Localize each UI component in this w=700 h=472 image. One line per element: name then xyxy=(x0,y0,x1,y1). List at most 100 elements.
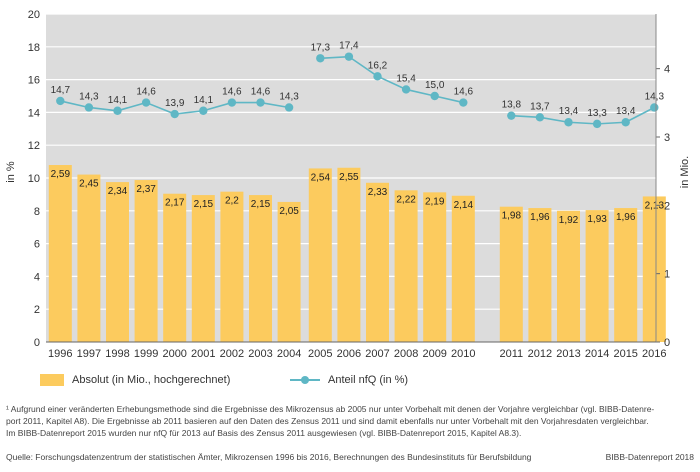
line-value-label: 14,6 xyxy=(136,87,156,98)
bar xyxy=(277,201,301,342)
x-tick-label: 2003 xyxy=(248,348,272,360)
legend-bar-swatch xyxy=(40,374,64,386)
line-segment xyxy=(511,106,655,125)
x-tick-label: 1998 xyxy=(105,348,129,360)
line-point xyxy=(621,118,630,127)
x-tick-label: 2004 xyxy=(277,348,301,360)
bar xyxy=(423,192,447,342)
bar-value-label: 2,55 xyxy=(339,172,359,183)
x-tick-label: 2013 xyxy=(556,348,580,360)
x-tick-label: 2015 xyxy=(613,348,637,360)
x-tick-label: 2016 xyxy=(642,348,666,360)
footnote-line-3: Im BIBB-Datenreport 2015 wurden nur nfQ … xyxy=(6,428,522,438)
line-value-label: 13,8 xyxy=(502,100,522,111)
bar xyxy=(499,206,523,342)
x-tick-label: 2011 xyxy=(499,348,523,360)
bar-value-label: 1,92 xyxy=(559,215,579,226)
bar xyxy=(220,191,244,342)
x-tick-label: 2014 xyxy=(585,348,609,360)
bar-value-label: 1,96 xyxy=(530,212,550,223)
x-tick-label: 2002 xyxy=(220,348,244,360)
bar-value-label: 2,15 xyxy=(194,199,214,210)
y-left-tick-label: 10 xyxy=(28,173,40,185)
bar-value-label: 2,37 xyxy=(136,184,156,195)
line-segment xyxy=(320,55,464,104)
line-point xyxy=(430,91,439,101)
y-left-tick-label: 14 xyxy=(28,107,40,119)
bar xyxy=(557,210,580,342)
bar-value-label: 2,05 xyxy=(279,206,299,217)
x-tick-label: 2000 xyxy=(162,348,186,360)
y-left-tick-label: 0 xyxy=(34,337,40,349)
line-point xyxy=(113,106,122,115)
y-left-tick-label: 4 xyxy=(34,271,40,283)
line-value-label: 14,1 xyxy=(194,95,214,106)
line-point xyxy=(284,103,294,112)
line-value-label: 14,7 xyxy=(51,85,71,96)
line-value-label: 13,7 xyxy=(530,101,550,112)
bar-value-label: 2,13 xyxy=(645,200,665,211)
line-point xyxy=(507,111,516,120)
y-right-tick-label: 1 xyxy=(664,269,670,281)
y-right-axis-title: in Mio. xyxy=(679,156,691,188)
x-tick-label: 1999 xyxy=(134,348,158,360)
line-value-label: 17,4 xyxy=(339,41,359,52)
bar xyxy=(77,174,101,342)
bar xyxy=(451,195,475,342)
bar xyxy=(366,182,389,342)
bar-value-labels: 2,59 2,45 2,34 2,37 2,17 2,15 2,2 2,15 2,05 2,54 2… xyxy=(51,169,665,226)
bar-value-label: 2,33 xyxy=(368,187,388,198)
bar xyxy=(249,195,272,342)
bar-value-label: 1,96 xyxy=(616,212,636,223)
bar xyxy=(191,195,215,342)
line-point xyxy=(459,98,468,107)
bar-series xyxy=(48,165,666,342)
line-point xyxy=(256,98,265,107)
line-point xyxy=(535,113,545,122)
line-point xyxy=(344,52,354,61)
line-value-label: 15,4 xyxy=(396,73,416,84)
bar xyxy=(337,167,361,342)
line-point xyxy=(592,119,602,129)
bar-value-label: 2,2 xyxy=(225,196,239,207)
combo-chart: 2,59 2,45 2,34 2,37 2,17 2,15 2,2 2,15 2,05 2,54 2… xyxy=(5,9,691,360)
line-value-label: 14,3 xyxy=(645,91,665,102)
legend-bar-label: Absolut (in Mio., hochgerechnet) xyxy=(72,374,231,386)
y-left-tick-label: 2 xyxy=(34,304,40,316)
line-value-label: 16,2 xyxy=(368,60,388,71)
source-text: Quelle: Forschungsdatenzentrum der stati… xyxy=(6,452,532,462)
line-point xyxy=(227,98,237,107)
footnote-line-1: ¹ Aufgrund einer veränderten Erhebungsme… xyxy=(6,404,655,414)
line-point xyxy=(373,72,382,81)
line-point xyxy=(56,96,65,106)
x-tick-label: 2006 xyxy=(337,348,361,360)
legend-line-marker xyxy=(290,374,320,386)
x-tick-label: 1996 xyxy=(48,348,72,360)
legend-item-anteil: Anteil nfQ (in %) xyxy=(290,374,408,386)
line-value-label: 14,3 xyxy=(79,91,99,102)
bar-value-label: 2,17 xyxy=(165,198,185,209)
bar xyxy=(106,182,129,342)
x-tick-label: 2012 xyxy=(528,348,552,360)
footnote: ¹ Aufgrund einer veränderten Erhebungsme… xyxy=(6,403,694,439)
bar-value-label: 2,15 xyxy=(251,199,271,210)
line-value-label: 14,6 xyxy=(454,87,474,98)
x-tick-label: 2009 xyxy=(422,348,446,360)
y-right-tick-label: 4 xyxy=(664,64,670,76)
line-point xyxy=(650,103,659,112)
y-left-axis-title: in % xyxy=(5,161,17,183)
legend-line-label: Anteil nfQ (in %) xyxy=(328,374,409,386)
bar-value-label: 2,59 xyxy=(51,169,71,180)
line-point xyxy=(84,103,94,112)
source-credit: BIBB-Datenreport 2018 xyxy=(605,452,694,462)
bar-value-label: 1,93 xyxy=(587,214,607,225)
x-tick-label: 2008 xyxy=(394,348,418,360)
line-point xyxy=(199,106,208,115)
line-value-label: 17,3 xyxy=(311,42,331,53)
x-tick-label: 2007 xyxy=(365,348,389,360)
source-line: Quelle: Forschungsdatenzentrum der stati… xyxy=(6,452,694,462)
line-point xyxy=(564,118,573,127)
bar-value-label: 2,45 xyxy=(79,179,99,190)
bar-value-label: 2,14 xyxy=(454,200,474,211)
